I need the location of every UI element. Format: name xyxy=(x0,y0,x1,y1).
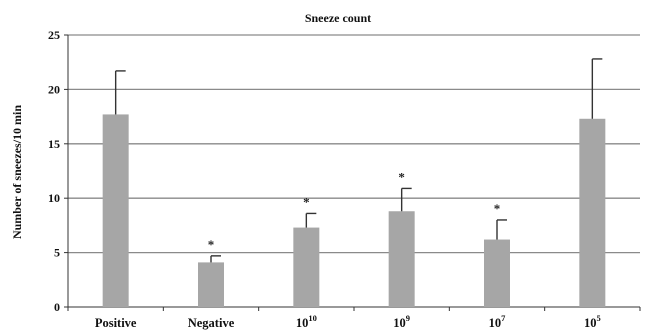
x-tick-label-text: 10 xyxy=(393,316,406,330)
x-tick-label-superscript: 7 xyxy=(501,313,506,323)
x-tick-label-superscript: 10 xyxy=(308,313,317,323)
bar xyxy=(484,239,510,307)
error-bar xyxy=(400,187,412,212)
error-bar xyxy=(114,70,126,115)
y-tick-label: 0 xyxy=(54,300,60,314)
bar xyxy=(388,211,415,307)
y-axis-label: Number of sneezes/10 min xyxy=(10,105,24,239)
significance-markers: * * * * xyxy=(208,169,501,251)
error-bars xyxy=(114,58,603,263)
y-tick-label: 15 xyxy=(48,137,60,151)
error-bar xyxy=(591,58,603,119)
x-tick-label: 1010 xyxy=(296,313,317,330)
x-tick-label-text: Negative xyxy=(188,316,235,330)
error-bar xyxy=(305,212,317,228)
y-tick-label: 10 xyxy=(48,191,60,205)
x-tick-label: 109 xyxy=(393,313,410,330)
y-tick-label: 25 xyxy=(48,28,60,42)
y-tick-labels: 0 5 10 15 20 25 xyxy=(48,28,60,314)
y-tick-label: 5 xyxy=(54,246,60,260)
gridlines xyxy=(68,34,640,254)
axes xyxy=(64,34,641,311)
x-tick-labels: Positive Negative 1010 109 107 105 xyxy=(95,313,601,330)
error-bar xyxy=(210,255,221,263)
bar xyxy=(102,114,129,307)
bar xyxy=(579,118,606,307)
x-tick-label: 107 xyxy=(489,313,507,330)
x-tick-label: Negative xyxy=(188,316,235,330)
x-tick-label-superscript: 5 xyxy=(596,313,600,323)
x-tick-label: Positive xyxy=(95,316,137,330)
error-bar xyxy=(496,219,507,240)
x-tick-label-text: 10 xyxy=(296,316,309,330)
bar xyxy=(198,262,224,307)
x-tick-label-text: Positive xyxy=(95,316,137,330)
significance-star: * xyxy=(208,237,215,252)
y-tick-label: 20 xyxy=(48,82,60,96)
bar xyxy=(293,227,320,307)
x-tick-label: 105 xyxy=(584,313,601,330)
chart-title: Sneeze count xyxy=(305,11,371,25)
x-tick-label-text: 10 xyxy=(489,316,502,330)
significance-star: * xyxy=(303,194,310,209)
bars xyxy=(102,114,606,307)
x-tick-label-text: 10 xyxy=(584,316,597,330)
x-tick-label-superscript: 9 xyxy=(406,313,410,323)
significance-star: * xyxy=(398,169,405,184)
significance-star: * xyxy=(494,201,501,216)
